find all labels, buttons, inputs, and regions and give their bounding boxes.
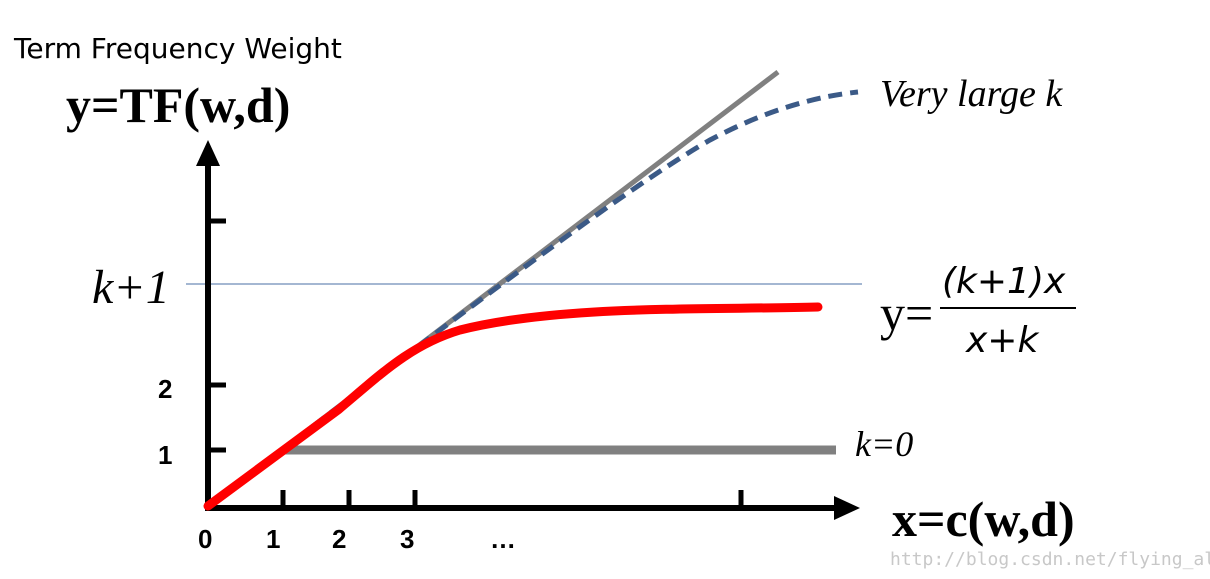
watermark: http://blog.csdn.net/flying_all [890,549,1210,570]
bm25-curve [203,302,823,511]
y-axis-arrowhead [196,140,220,166]
k-zero-label: k=0 [855,424,913,464]
x-tick-label-ellipsis: … [490,524,516,554]
x-tick-label-3: 3 [400,524,414,554]
formula-lhs: y= [880,285,933,341]
x-axis-title: x=c(w,d) [892,491,1075,547]
x-tick-label-0: 0 [198,524,212,554]
x-tick-label-2: 2 [332,524,346,554]
figure-title: Term Frequency Weight [13,32,342,65]
y-tick-label-1: 1 [158,440,172,470]
formula-numerator: (k+1)x [942,261,1066,302]
y-axis-title: y=TF(w,d) [66,77,290,133]
very-large-k-label: Very large k [880,73,1063,115]
formula-denominator: x+k [965,320,1040,361]
large-k-curve [206,89,859,508]
y-tick-label-k-plus-1: k+1 [92,261,170,314]
x-tick-label-1: 1 [266,524,280,554]
x-axis-arrowhead [834,496,860,520]
y-tick-label-2: 2 [158,374,172,404]
